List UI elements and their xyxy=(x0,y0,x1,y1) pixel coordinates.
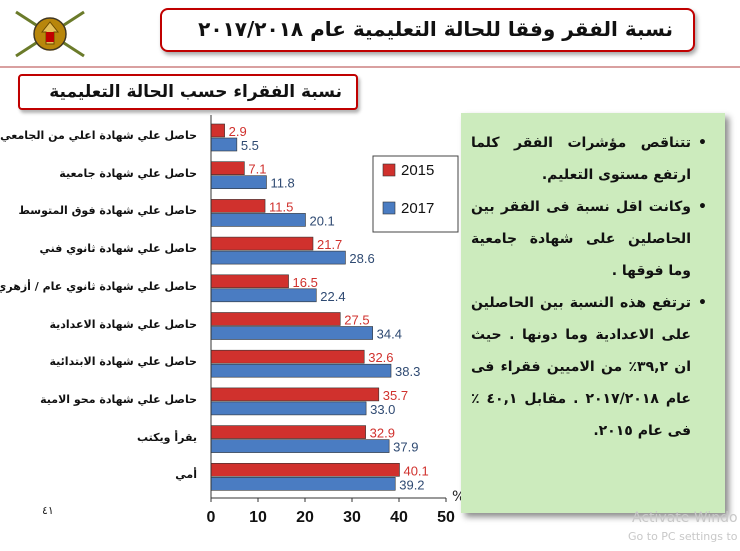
category-label: حاصل علي شهادة جامعية xyxy=(59,166,197,180)
data-label-2017: 34.4 xyxy=(377,327,402,342)
category-label: حاصل علي شهادة ثانوي عام / أزهري xyxy=(0,279,197,293)
data-label-2017: 28.6 xyxy=(349,251,374,266)
category-label: حاصل علي شهادة فوق المتوسط xyxy=(18,204,198,218)
note-bullet: ترتفع هذه النسبة بين الحاصلين على الاعدا… xyxy=(471,287,707,447)
slide-title: نسبة الفقر وفقا للحالة التعليمية عام ٢٠١… xyxy=(198,17,673,41)
activation-watermark-sub: Go to PC settings to a xyxy=(628,530,740,543)
category-label: يقرأ ويكتب xyxy=(137,430,197,444)
category-label: أمي xyxy=(175,468,197,482)
legend-swatch-2015 xyxy=(382,163,396,177)
activation-watermark: Activate Windo xyxy=(632,510,738,526)
note-bullet: وكانت اقل نسبة فى الفقر بين الحاصلين على… xyxy=(471,191,707,287)
data-label-2015: 2.9 xyxy=(229,124,247,139)
category-label: حاصل علي شهادة الاعدادية xyxy=(49,317,197,331)
legend-label-2017: 2017 xyxy=(401,200,434,217)
legend-box xyxy=(372,155,459,233)
data-label-2017: 20.1 xyxy=(309,213,334,228)
bar-2015 xyxy=(210,425,366,439)
data-label-2017: 11.8 xyxy=(270,176,294,191)
bar-2015 xyxy=(210,312,341,326)
x-tick-label: 10 xyxy=(249,509,267,526)
data-label-2017: 37.9 xyxy=(393,440,418,455)
data-label-2015: 32.6 xyxy=(368,350,393,365)
data-label-2015: 32.9 xyxy=(370,426,395,441)
legend-label-2015: 2015 xyxy=(401,162,434,179)
data-label-2015: 35.7 xyxy=(383,388,408,403)
data-label-2015: 7.1 xyxy=(248,162,266,177)
category-label: حاصل علي شهادة محو الامية xyxy=(40,392,197,406)
data-label-2015: 40.1 xyxy=(403,463,428,478)
header-divider xyxy=(0,66,740,68)
bar-2017 xyxy=(210,288,317,303)
bar-2017 xyxy=(210,363,392,378)
bar-2015 xyxy=(210,462,400,477)
x-tick-label: 30 xyxy=(343,509,361,526)
category-label: حاصل علي شهادة اعلي من الجامعي xyxy=(0,129,197,142)
bar-2015 xyxy=(210,199,266,213)
legend-swatch-2017 xyxy=(382,201,396,215)
category-label: حاصل علي شهادة ثانوي فني xyxy=(39,242,198,256)
page-number: ٤١ xyxy=(42,504,54,517)
data-label-2015: 27.5 xyxy=(344,313,369,328)
data-label-2015: 16.5 xyxy=(293,275,318,290)
bar-2017 xyxy=(210,439,390,453)
x-tick-label: 0 xyxy=(207,509,216,526)
chart-title-box: نسبة الفقراء حسب الحالة التعليمية xyxy=(18,74,358,110)
chart-title: نسبة الفقراء حسب الحالة التعليمية xyxy=(49,82,342,102)
bar-2015 xyxy=(210,236,314,251)
bar-2017 xyxy=(210,137,238,152)
slide-title-banner: نسبة الفقر وفقا للحالة التعليمية عام ٢٠١… xyxy=(160,8,695,52)
bar-2015 xyxy=(210,274,289,289)
data-label-2015: 21.7 xyxy=(317,237,342,252)
bar-2015 xyxy=(210,161,245,175)
bar-2017 xyxy=(210,250,346,265)
data-label-2017: 39.2 xyxy=(399,477,424,492)
bar-2017 xyxy=(210,401,367,416)
bar-2017 xyxy=(210,175,267,189)
data-label-2017: 33.0 xyxy=(370,402,395,417)
x-tick-label: 50 xyxy=(437,509,455,526)
data-label-2017: 38.3 xyxy=(395,364,420,379)
data-label-2015: 11.5 xyxy=(269,199,293,214)
notes-panel: تتناقص مؤشرات الفقر كلما ارتفع مستوى الت… xyxy=(461,113,725,513)
bar-2015 xyxy=(210,349,365,364)
data-label-2017: 22.4 xyxy=(320,289,345,304)
data-label-2017: 5.5 xyxy=(241,138,259,153)
eagle-emblem-logo xyxy=(15,10,85,58)
bar-2015 xyxy=(210,123,225,138)
note-bullet: تتناقص مؤشرات الفقر كلما ارتفع مستوى الت… xyxy=(471,127,707,191)
category-label: حاصل علي شهادة الابتدائية xyxy=(49,355,197,369)
bar-2015 xyxy=(210,387,380,402)
x-tick-label: 40 xyxy=(390,509,408,526)
bar-2017 xyxy=(210,476,396,491)
x-tick-label: 20 xyxy=(296,509,314,526)
bar-2017 xyxy=(210,213,306,227)
bar-2017 xyxy=(210,326,373,340)
